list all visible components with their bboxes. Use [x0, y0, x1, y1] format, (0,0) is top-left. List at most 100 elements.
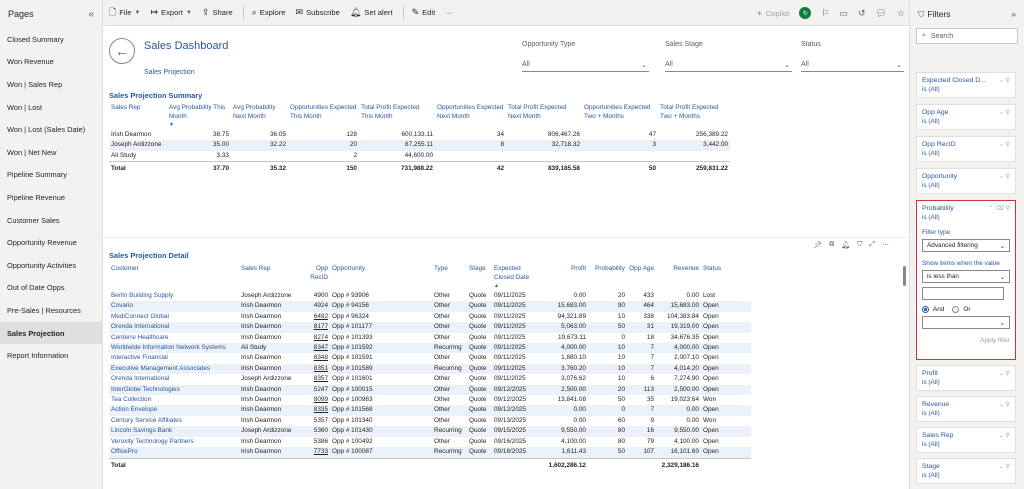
view-icon[interactable]: ▭: [839, 7, 848, 18]
column-header[interactable]: Total Profit Expected Two + Months: [660, 104, 719, 120]
table-cell[interactable]: 8274: [313, 333, 328, 341]
column-header[interactable]: Type: [434, 265, 448, 272]
page-item[interactable]: Report Information: [7, 351, 69, 361]
second-condition-dropdown[interactable]: ⌄: [922, 316, 1010, 329]
filter-search-input[interactable]: ⌕ Search: [916, 28, 1018, 44]
slicer-status[interactable]: Status All ⌄: [801, 41, 904, 72]
column-header[interactable]: Expected Closed Date ▲: [492, 264, 539, 291]
filter-card-probability[interactable]: Probability ⌃ ⌫ ⚲ is (All) Filter type Ad…: [916, 200, 1016, 360]
filter-card[interactable]: Opp Age ⌄ ⚲ is (All): [916, 104, 1016, 130]
filter-type-dropdown[interactable]: Advanced filtering ⌄: [922, 239, 1010, 252]
column-header[interactable]: Opportunities Expected Next Month: [437, 104, 504, 120]
filter-card[interactable]: Revenue ⌄ ⚲ is (All): [916, 396, 1016, 422]
column-header[interactable]: Status: [703, 265, 722, 272]
page-item[interactable]: Opportunity Revenue: [7, 238, 77, 248]
customer-cell[interactable]: Orenda International: [109, 322, 239, 333]
and-radio[interactable]: [922, 306, 929, 313]
slicer-sales-stage[interactable]: Sales Stage All ⌄: [665, 41, 792, 72]
page-item[interactable]: Closed Summary: [7, 34, 64, 44]
share-button[interactable]: ⇪ Share: [202, 7, 233, 18]
table-cell[interactable]: 8335: [299, 405, 330, 416]
page-item[interactable]: Won | Lost (Sales Date): [7, 125, 86, 135]
file-menu[interactable]: 🗋 File ▼: [109, 5, 140, 21]
reset-icon[interactable]: ↺: [857, 7, 866, 18]
alert-icon[interactable]: 🔔︎: [841, 242, 851, 249]
column-header[interactable]: Customer: [111, 265, 139, 272]
slicer-dropdown[interactable]: All ⌄: [522, 58, 649, 72]
page-item[interactable]: Pre-Sales | Resources: [7, 305, 81, 315]
filter-card[interactable]: Stage ⌄ ⚲ is (All): [916, 458, 1016, 484]
filter-card[interactable]: Profit ⌄ ⚲ is (All): [916, 365, 1016, 391]
page-item[interactable]: Customer Sales: [7, 215, 60, 225]
copy-icon[interactable]: ⧉: [829, 241, 835, 248]
filter-card-controls[interactable]: ⌄ ⚲: [998, 142, 1010, 148]
filter-card-controls[interactable]: ⌄ ⚲: [998, 174, 1010, 180]
collapse-filters-icon[interactable]: »: [1011, 9, 1016, 19]
column-header[interactable]: Probability: [595, 265, 625, 272]
customer-cell[interactable]: Veroxity Technology Partners: [111, 437, 194, 445]
page-item[interactable]: Won | Net New: [7, 147, 57, 157]
collapse-pages-icon[interactable]: «: [88, 8, 94, 20]
column-header[interactable]: Sales Rep: [111, 104, 141, 111]
column-header[interactable]: Stage: [469, 265, 486, 272]
copilot-button[interactable]: ✦ Copilot: [756, 9, 789, 18]
column-header[interactable]: Avg Probability Next Month: [233, 104, 276, 120]
table-scrollbar[interactable]: [903, 266, 906, 286]
table-cell[interactable]: 8351: [299, 363, 330, 375]
filter-card-controls[interactable]: ⌄ ⚲: [998, 402, 1010, 408]
customer-cell[interactable]: Century Service Affiliates: [111, 416, 182, 424]
pin-icon[interactable]: 📌︎: [813, 242, 823, 249]
favorite-icon[interactable]: ☆: [896, 7, 905, 18]
customer-cell[interactable]: Centerre Healthcare: [111, 333, 169, 341]
or-radio[interactable]: [952, 306, 960, 313]
more-options-button[interactable]: ···: [445, 8, 453, 17]
column-header[interactable]: Sales Rep: [241, 265, 271, 272]
column-header[interactable]: Avg Probability This Month ▼: [167, 103, 231, 130]
filter-card-controls[interactable]: ⌄ ⚲: [998, 464, 1010, 470]
page-item[interactable]: Won Revenue: [7, 57, 54, 67]
explore-button[interactable]: ⌕ Explore: [252, 7, 286, 18]
column-header[interactable]: Opp Age: [629, 265, 654, 272]
export-menu[interactable]: ↦ Export ▼: [150, 7, 191, 18]
table-cell[interactable]: 8099: [313, 396, 328, 404]
back-arrow-icon[interactable]: ←: [109, 38, 135, 64]
column-header[interactable]: Opp RecID: [310, 265, 328, 281]
filter-card[interactable]: Expected Closed D... ⌄ ⚲ is (All): [916, 72, 1016, 98]
slicer-dropdown[interactable]: All ⌄: [801, 58, 904, 72]
customer-cell[interactable]: Executive Management Associates: [109, 363, 239, 375]
slicer-dropdown[interactable]: All ⌄: [665, 58, 792, 72]
comment-icon[interactable]: 💬︎: [875, 7, 887, 18]
filter-card-controls[interactable]: ⌄ ⚲: [998, 78, 1010, 84]
filter-card[interactable]: Opportunity ⌄ ⚲ is (All): [916, 168, 1016, 194]
customer-cell[interactable]: MediConnect Global: [111, 312, 169, 320]
page-item[interactable]: Out of Date Opps: [7, 283, 65, 293]
column-header[interactable]: Opportunity: [332, 265, 366, 272]
customer-cell[interactable]: Tea Collection: [111, 396, 152, 404]
filter-card-controls[interactable]: ⌄ ⚲: [998, 433, 1010, 439]
customer-cell[interactable]: Worldwide Information Network Systems: [109, 343, 239, 354]
table-cell[interactable]: 8347: [299, 343, 330, 354]
apply-filter-button[interactable]: Apply filter: [980, 337, 1010, 344]
customer-cell[interactable]: Orenda International: [111, 375, 170, 383]
table-cell[interactable]: 8177: [299, 322, 330, 333]
filter-card-controls[interactable]: ⌃ ⌫ ⚲: [988, 206, 1010, 212]
condition-dropdown[interactable]: is less than ⌄: [922, 270, 1010, 283]
column-header[interactable]: Total Profit Expected This Month: [361, 104, 420, 120]
page-item[interactable]: Won | Lost: [7, 102, 43, 112]
column-header[interactable]: Total Profit Expected Next Month: [508, 104, 567, 120]
page-item[interactable]: Pipeline Revenue: [7, 192, 65, 202]
customer-cell[interactable]: InterGlobe Technologies: [109, 384, 239, 396]
filter-card[interactable]: Opp RecID ⌄ ⚲ is (All): [916, 136, 1016, 162]
subscribe-button[interactable]: ✉ Subscribe: [296, 7, 340, 18]
customer-cell[interactable]: OfficePro: [109, 447, 239, 458]
column-header[interactable]: Opportunities Expected Two + Months: [584, 104, 651, 120]
refresh-avatar-icon[interactable]: ↻: [799, 7, 812, 19]
customer-cell[interactable]: Covario: [109, 301, 239, 312]
customer-cell[interactable]: Berlin Building Supply: [111, 292, 174, 299]
edit-button[interactable]: ✎ Edit: [412, 7, 436, 18]
page-item[interactable]: Opportunity Activities: [7, 260, 77, 270]
column-header[interactable]: Opportunities Expected This Month: [290, 104, 357, 120]
column-header[interactable]: Revenue: [673, 265, 699, 272]
table-cell[interactable]: 6492: [313, 312, 328, 320]
table-cell[interactable]: 8357: [313, 375, 328, 383]
